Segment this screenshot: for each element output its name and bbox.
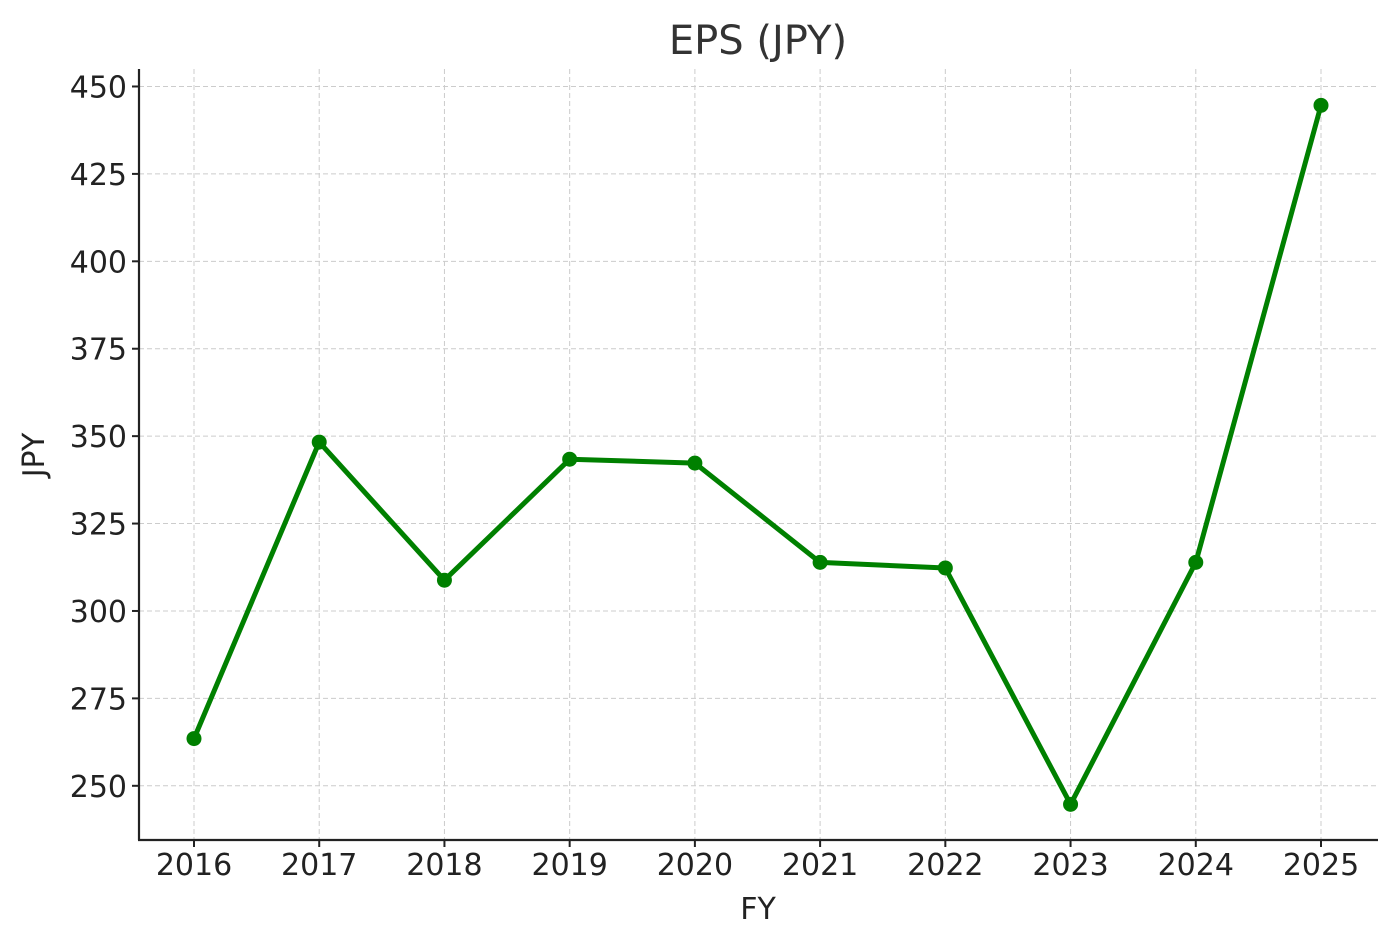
x-tick-label: 2025: [1283, 848, 1359, 883]
x-tick-label: 2024: [1158, 848, 1234, 883]
y-tick-label: 325: [70, 508, 127, 543]
grid: [139, 69, 1378, 840]
y-tick-label: 275: [70, 682, 127, 717]
y-tick-label: 350: [70, 420, 127, 455]
y-tick-label: 375: [70, 333, 127, 368]
data-point: [1188, 554, 1204, 570]
x-tick-label: 2018: [406, 848, 482, 883]
data-point: [1063, 796, 1079, 812]
data-point: [562, 451, 578, 467]
y-axis-label: JPY: [17, 432, 52, 479]
x-tick-label: 2022: [907, 848, 983, 883]
data-point: [436, 572, 452, 588]
y-tick-label: 250: [70, 770, 127, 805]
data-point: [186, 731, 202, 747]
data-point: [1313, 97, 1329, 113]
data-point: [311, 434, 327, 450]
y-tick-label: 400: [70, 245, 127, 280]
series: [186, 97, 1329, 812]
chart-title: EPS (JPY): [669, 18, 847, 64]
ticks: 250 275 300 325 350 375 400 425 450 2016 2017 2018 2…: [70, 70, 1359, 883]
x-tick-label: 2021: [782, 848, 858, 883]
y-tick-label: 300: [70, 595, 127, 630]
x-tick-label: 2017: [281, 848, 357, 883]
data-point: [687, 455, 703, 471]
data-point: [812, 554, 828, 570]
x-axis-label: FY: [740, 892, 776, 927]
x-tick-label: 2020: [657, 848, 733, 883]
x-tick-label: 2019: [531, 848, 607, 883]
data-point: [937, 560, 953, 576]
x-tick-label: 2016: [156, 848, 232, 883]
series-line: [191, 102, 1324, 807]
axes: [137, 69, 1378, 842]
y-tick-label: 450: [70, 70, 127, 105]
x-tick-label: 2023: [1032, 848, 1108, 883]
y-tick-label: 425: [70, 158, 127, 193]
